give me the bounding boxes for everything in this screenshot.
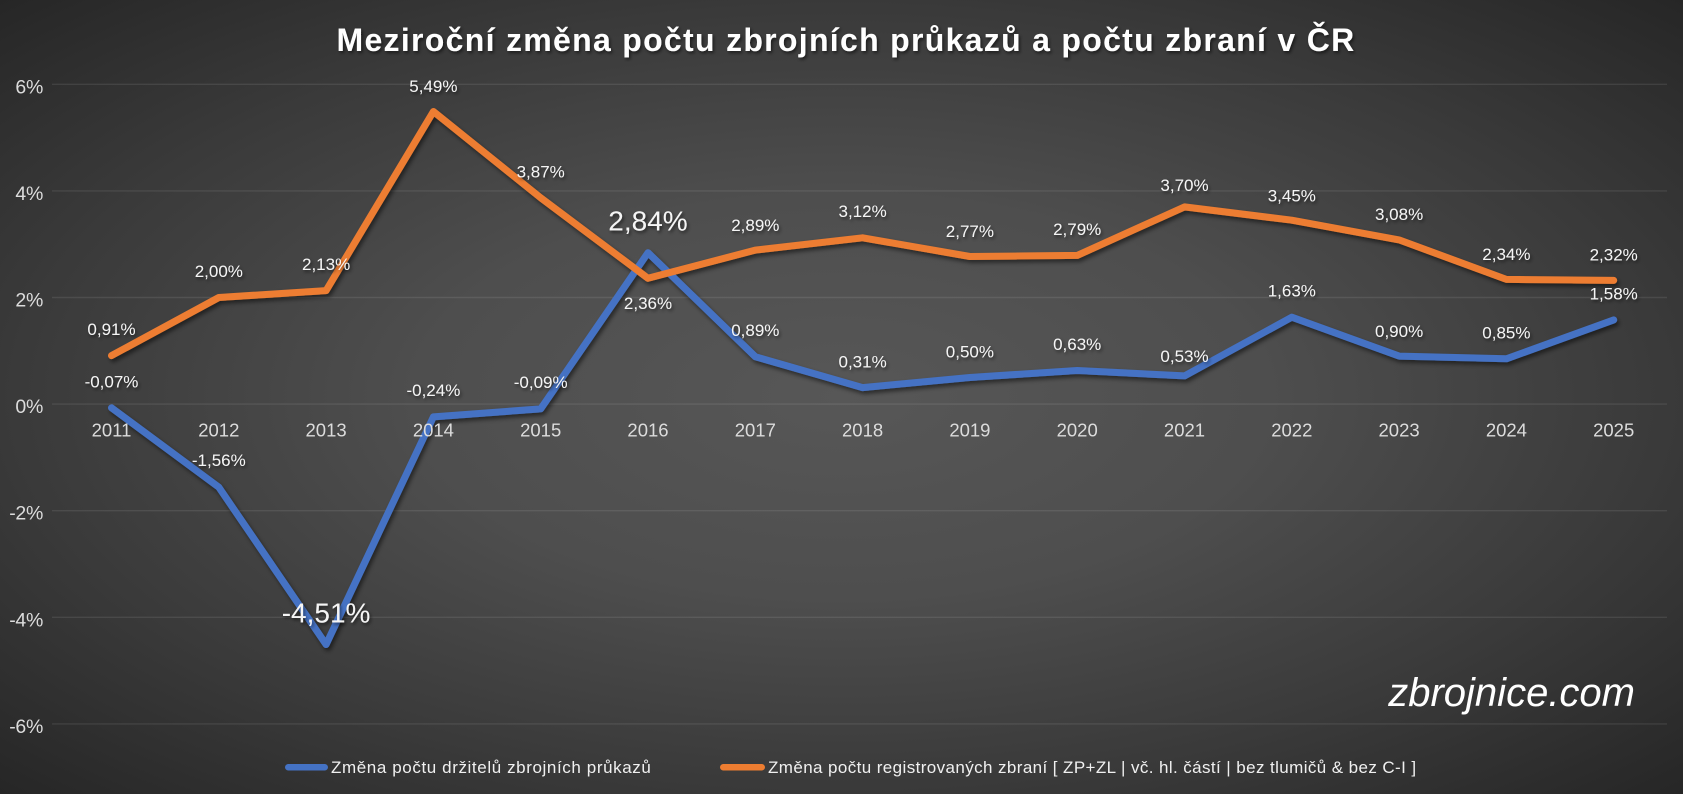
svg-text:zbrojnice.com: zbrojnice.com bbox=[1387, 671, 1635, 715]
svg-text:4%: 4% bbox=[15, 183, 43, 205]
svg-text:0,90%: 0,90% bbox=[1375, 322, 1423, 341]
svg-text:2019: 2019 bbox=[949, 420, 990, 441]
svg-text:2,77%: 2,77% bbox=[946, 222, 994, 241]
svg-text:1,58%: 1,58% bbox=[1590, 285, 1638, 304]
svg-text:5,49%: 5,49% bbox=[409, 77, 457, 96]
svg-text:2,13%: 2,13% bbox=[302, 255, 350, 274]
svg-text:2022: 2022 bbox=[1271, 420, 1312, 441]
svg-text:2014: 2014 bbox=[413, 420, 454, 441]
svg-text:-0,07%: -0,07% bbox=[85, 373, 139, 392]
svg-text:-4%: -4% bbox=[9, 609, 43, 631]
svg-text:-1,56%: -1,56% bbox=[192, 451, 246, 470]
svg-text:2,00%: 2,00% bbox=[195, 262, 243, 281]
svg-text:-0,24%: -0,24% bbox=[406, 381, 460, 400]
svg-text:3,08%: 3,08% bbox=[1375, 205, 1423, 224]
svg-text:2017: 2017 bbox=[735, 420, 776, 441]
svg-text:2,32%: 2,32% bbox=[1590, 246, 1638, 265]
svg-text:3,45%: 3,45% bbox=[1268, 187, 1316, 206]
svg-text:2015: 2015 bbox=[520, 420, 561, 441]
svg-text:Změna počtu držitelů zbrojních: Změna počtu držitelů zbrojních průkazů bbox=[331, 758, 651, 777]
svg-text:2023: 2023 bbox=[1379, 420, 1420, 441]
svg-text:0,53%: 0,53% bbox=[1160, 347, 1208, 366]
svg-text:2013: 2013 bbox=[306, 420, 347, 441]
svg-text:-6%: -6% bbox=[9, 716, 43, 738]
svg-text:Meziroční změna počtu zbrojníc: Meziroční změna počtu zbrojních průkazů … bbox=[336, 22, 1355, 58]
svg-text:2,34%: 2,34% bbox=[1482, 245, 1530, 264]
svg-text:0,89%: 0,89% bbox=[731, 321, 779, 340]
svg-text:3,87%: 3,87% bbox=[517, 163, 565, 182]
svg-text:2,89%: 2,89% bbox=[731, 216, 779, 235]
svg-text:2024: 2024 bbox=[1486, 420, 1527, 441]
svg-text:0,50%: 0,50% bbox=[946, 343, 994, 362]
svg-text:2,79%: 2,79% bbox=[1053, 220, 1101, 239]
svg-text:2021: 2021 bbox=[1164, 420, 1205, 441]
svg-text:0,85%: 0,85% bbox=[1482, 324, 1530, 343]
svg-text:2%: 2% bbox=[15, 290, 43, 312]
svg-text:3,70%: 3,70% bbox=[1160, 176, 1208, 195]
svg-text:-4,51%: -4,51% bbox=[282, 598, 371, 629]
svg-text:0,63%: 0,63% bbox=[1053, 335, 1101, 354]
svg-text:2,36%: 2,36% bbox=[624, 294, 672, 313]
svg-text:1,63%: 1,63% bbox=[1268, 282, 1316, 301]
svg-text:0,31%: 0,31% bbox=[838, 353, 886, 372]
svg-text:2020: 2020 bbox=[1057, 420, 1098, 441]
svg-text:Změna počtu registrovaných zbr: Změna počtu registrovaných zbraní [ ZP+Z… bbox=[768, 758, 1416, 777]
svg-text:-0,09%: -0,09% bbox=[514, 373, 568, 392]
svg-text:2018: 2018 bbox=[842, 420, 883, 441]
svg-text:2,84%: 2,84% bbox=[608, 206, 687, 237]
svg-text:0%: 0% bbox=[15, 396, 43, 418]
svg-text:0,91%: 0,91% bbox=[87, 320, 135, 339]
svg-text:2011: 2011 bbox=[92, 420, 132, 441]
svg-text:3,12%: 3,12% bbox=[838, 202, 886, 221]
svg-text:6%: 6% bbox=[15, 76, 43, 98]
svg-text:2012: 2012 bbox=[198, 420, 239, 441]
svg-text:2016: 2016 bbox=[627, 420, 668, 441]
svg-text:2025: 2025 bbox=[1593, 420, 1634, 441]
svg-text:-2%: -2% bbox=[9, 503, 43, 525]
